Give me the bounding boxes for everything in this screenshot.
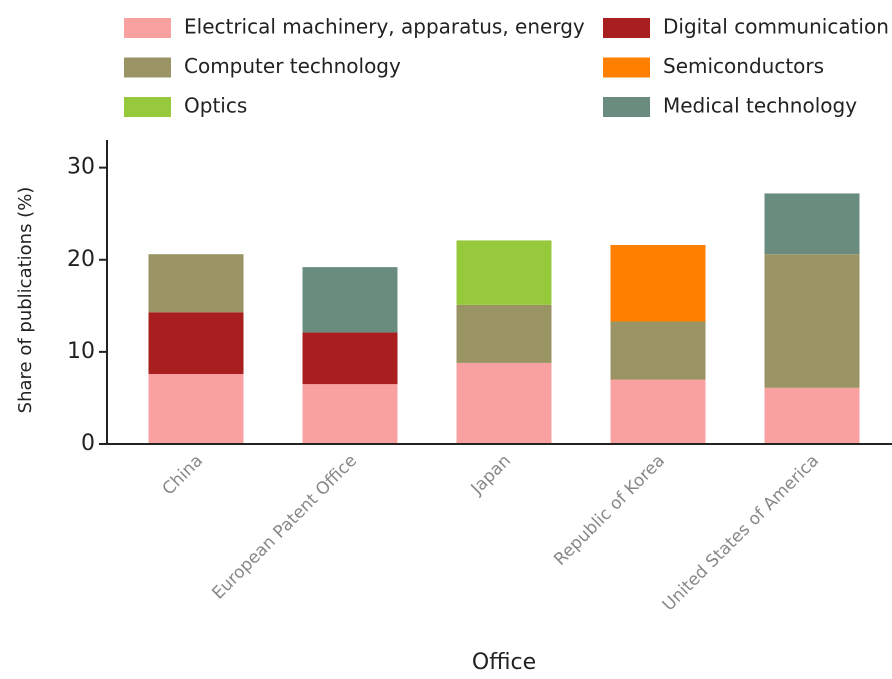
legend-swatch xyxy=(603,97,650,117)
bar-segment xyxy=(764,193,860,255)
bar-segment xyxy=(148,254,244,313)
y-tick-label: 30 xyxy=(67,155,95,180)
bar-segment xyxy=(610,379,706,444)
bar-segment xyxy=(148,373,244,444)
legend-label: Digital communication xyxy=(663,15,889,39)
bar-segment xyxy=(610,321,706,380)
legend-swatch xyxy=(124,97,171,117)
legend-swatch xyxy=(124,18,171,38)
legend-swatch xyxy=(124,57,171,78)
x-tick-label: Republic of Korea xyxy=(550,451,669,570)
bar-segment xyxy=(610,245,706,322)
x-axis-title: Office xyxy=(472,650,536,675)
y-axis-title: Share of publications (%) xyxy=(15,187,36,414)
legend-label: Semiconductors xyxy=(663,54,824,78)
y-tick-label: 0 xyxy=(81,431,95,456)
legend-label: Medical technology xyxy=(663,94,857,118)
bar-segment xyxy=(764,254,860,388)
bar-segment xyxy=(302,384,398,444)
x-tick-label: United States of America xyxy=(659,451,823,615)
legend-label: Electrical machinery, apparatus, energy xyxy=(184,15,585,39)
x-tick-label: China xyxy=(159,451,207,499)
legend-label: Computer technology xyxy=(184,54,401,78)
bar-segment xyxy=(148,312,244,374)
bar-segment xyxy=(456,304,552,363)
y-tick-label: 10 xyxy=(67,339,95,364)
legend-label: Optics xyxy=(184,94,247,118)
legend-swatch xyxy=(603,57,650,78)
y-tick-label: 20 xyxy=(67,247,95,272)
bar-segment xyxy=(764,387,860,444)
bar-segment xyxy=(456,240,552,305)
legend-swatch xyxy=(603,18,650,38)
bar-segment xyxy=(302,267,398,333)
x-tick-label: Japan xyxy=(467,451,515,499)
bar-segment xyxy=(302,332,398,385)
x-tick-label: European Patent Office xyxy=(208,451,361,604)
bar-segment xyxy=(456,362,552,444)
